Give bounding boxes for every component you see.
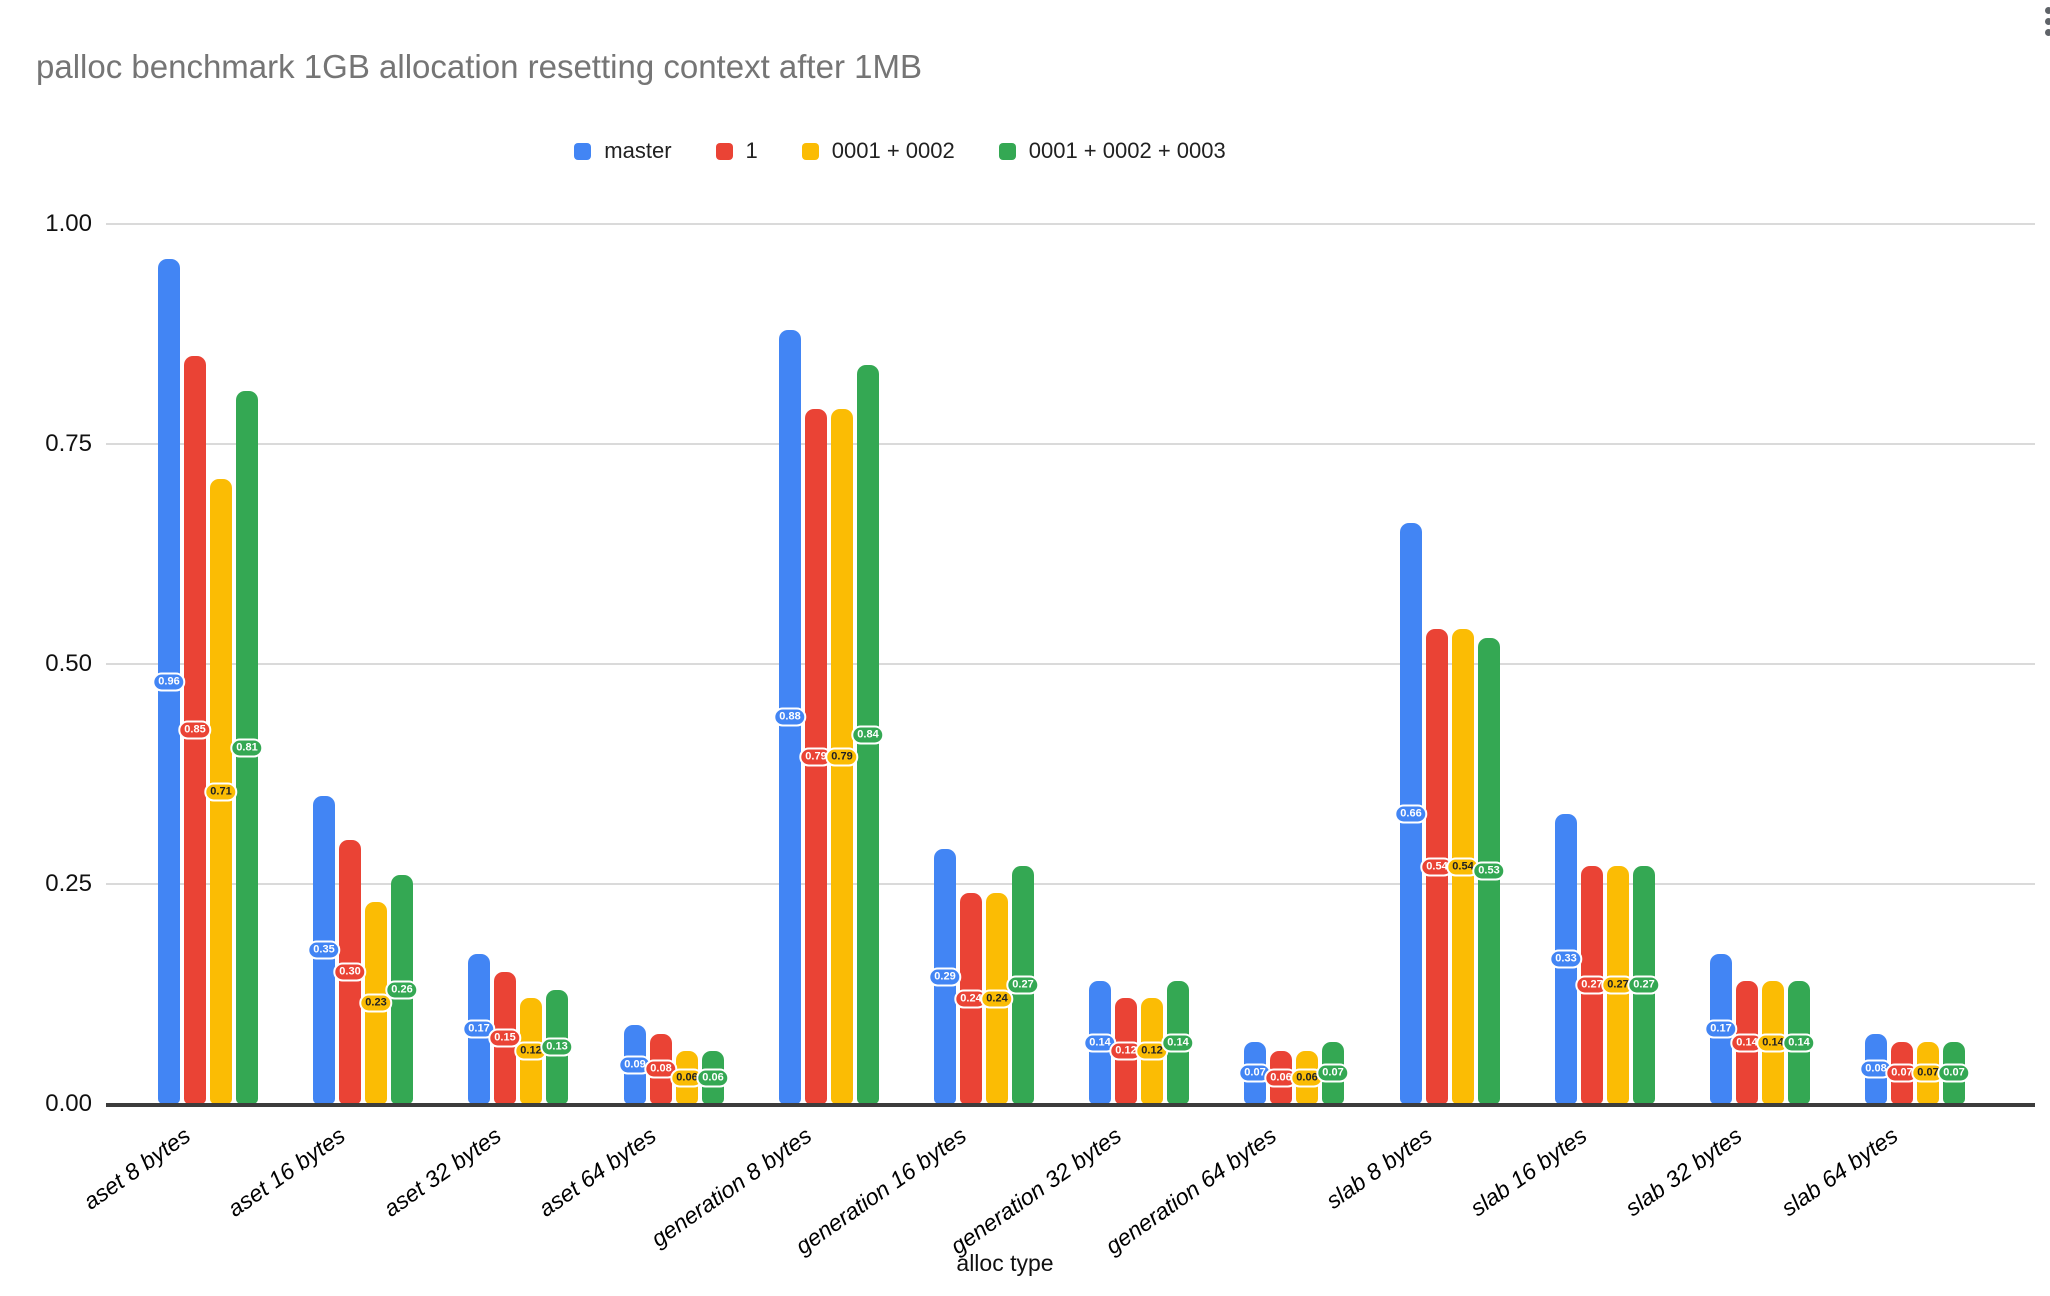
bar-value-label: 0.27 bbox=[1627, 975, 1661, 995]
y-axis-tick-label: 0.00 bbox=[45, 1090, 92, 1117]
legend-swatch bbox=[715, 142, 733, 160]
chart-legend: master 1 0001 + 0002 0001 + 0002 + 0003 bbox=[0, 138, 1800, 164]
x-axis-tick-label: slab 32 bytes bbox=[1620, 1122, 1747, 1222]
bar-value-label: 0.35 bbox=[307, 940, 341, 960]
x-axis-tick-label: slab 64 bytes bbox=[1776, 1122, 1903, 1222]
bar-value-label: 0.14 bbox=[1782, 1033, 1816, 1052]
bar-value-label: 0.27 bbox=[1575, 975, 1609, 995]
legend-item-4: 0001 + 0002 + 0003 bbox=[998, 138, 1226, 164]
legend-item-1: master bbox=[574, 138, 672, 164]
bar-value-label: 0.33 bbox=[1549, 949, 1583, 969]
x-axis-tick-label: generation 8 bytes bbox=[645, 1122, 816, 1252]
bar-value-label: 0.14 bbox=[1161, 1033, 1195, 1052]
bar-value-label: 0.24 bbox=[980, 989, 1014, 1008]
bar-value-label: 0.96 bbox=[152, 672, 186, 691]
bar-value-label: 0.06 bbox=[696, 1068, 730, 1087]
bar-value-label: 0.07 bbox=[1937, 1063, 1971, 1083]
x-axis-tick-label: generation 64 bytes bbox=[1100, 1122, 1282, 1260]
bar-value-label: 0.81 bbox=[230, 738, 264, 757]
y-axis-tick-label: 1.00 bbox=[45, 210, 92, 237]
kebab-menu-icon[interactable] bbox=[2045, 7, 2050, 40]
bar-value-label: 0.15 bbox=[488, 1028, 522, 1048]
bar-value-label: 0.29 bbox=[928, 967, 962, 986]
gridline bbox=[106, 883, 2035, 885]
x-axis-tick-label: aset 64 bytes bbox=[533, 1122, 661, 1222]
gridline bbox=[106, 223, 2035, 225]
bar-value-label: 0.06 bbox=[1264, 1068, 1298, 1087]
bar-value-label: 0.71 bbox=[204, 782, 238, 801]
bar-value-label: 0.88 bbox=[773, 707, 807, 727]
x-axis-tick-label: generation 16 bytes bbox=[790, 1122, 971, 1260]
x-axis-tick-label: slab 8 bytes bbox=[1321, 1122, 1437, 1214]
chart-title: palloc benchmark 1GB allocation resettin… bbox=[36, 48, 922, 85]
bar-value-label: 0.79 bbox=[799, 747, 833, 766]
bar-value-label: 0.12 bbox=[1109, 1041, 1143, 1061]
bar-value-label: 0.53 bbox=[1472, 861, 1506, 881]
legend-item-3: 0001 + 0002 bbox=[801, 138, 955, 164]
x-axis-line bbox=[106, 1103, 2035, 1107]
legend-swatch bbox=[801, 142, 819, 160]
bar-value-label: 0.85 bbox=[178, 720, 212, 740]
bar-value-label: 0.27 bbox=[1006, 975, 1040, 995]
x-axis-tick-label: aset 8 bytes bbox=[78, 1122, 195, 1215]
x-axis-title: alloc type bbox=[956, 1250, 1054, 1276]
legend-label: 0001 + 0002 bbox=[831, 138, 955, 163]
legend-swatch bbox=[574, 142, 592, 160]
bar-value-label: 0.06 bbox=[670, 1068, 704, 1087]
x-axis-tick-label: aset 16 bytes bbox=[223, 1122, 351, 1222]
bar-value-label: 0.07 bbox=[1238, 1063, 1272, 1083]
bar-value-label: 0.66 bbox=[1394, 804, 1428, 823]
bar-value-label: 0.09 bbox=[618, 1055, 652, 1074]
bar-value-label: 0.13 bbox=[540, 1037, 574, 1057]
legend-item-2: 1 bbox=[715, 138, 758, 164]
bar-value-label: 0.30 bbox=[333, 962, 367, 982]
legend-label: 0001 + 0002 + 0003 bbox=[1028, 138, 1226, 163]
bar-value-label: 0.84 bbox=[851, 725, 885, 744]
bar-value-label: 0.14 bbox=[1756, 1033, 1790, 1052]
legend-swatch bbox=[998, 142, 1016, 160]
bar-value-label: 0.27 bbox=[1601, 975, 1635, 995]
x-axis-tick-label: slab 16 bytes bbox=[1465, 1122, 1592, 1222]
bar-value-label: 0.07 bbox=[1316, 1063, 1350, 1083]
bar-value-label: 0.23 bbox=[359, 993, 393, 1013]
y-axis-tick-label: 0.50 bbox=[45, 650, 92, 677]
bar-value-label: 0.17 bbox=[1704, 1019, 1738, 1039]
y-axis-tick-label: 0.75 bbox=[45, 430, 92, 457]
legend-label: 1 bbox=[745, 138, 758, 163]
bar-value-label: 0.26 bbox=[385, 980, 419, 999]
bar-value-label: 0.17 bbox=[462, 1019, 496, 1039]
x-axis-tick-label: aset 32 bytes bbox=[378, 1122, 506, 1222]
bar-value-label: 0.54 bbox=[1420, 857, 1454, 876]
x-axis-tick-label: generation 32 bytes bbox=[945, 1122, 1127, 1260]
legend-label: master bbox=[604, 138, 672, 163]
bar-value-label: 0.08 bbox=[644, 1059, 678, 1079]
gridline bbox=[106, 663, 2035, 665]
bar-value-label: 0.79 bbox=[825, 747, 859, 766]
gridline bbox=[106, 443, 2035, 445]
bar-value-label: 0.12 bbox=[1135, 1041, 1169, 1061]
y-axis-tick-label: 0.25 bbox=[45, 870, 92, 897]
bar-value-label: 0.14 bbox=[1083, 1033, 1117, 1052]
